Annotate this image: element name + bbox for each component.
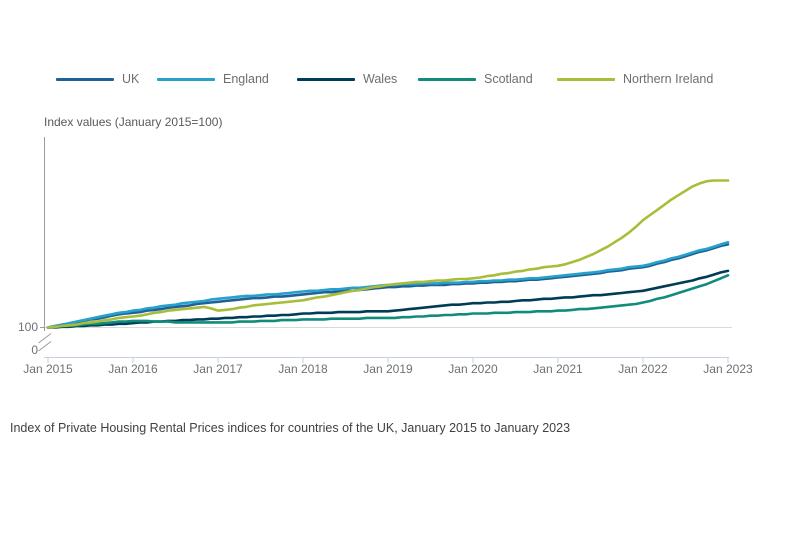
legend-item-scotland: Scotland — [418, 70, 533, 88]
y-tick-label-100: 100 — [17, 320, 38, 334]
axis-break-slash-1 — [38, 333, 52, 344]
x-tick-label: Jan 2021 — [533, 362, 583, 376]
series-lines — [46, 179, 730, 329]
chart-caption: Index of Private Housing Rental Prices i… — [10, 421, 571, 435]
legend-label-northern-ireland: Northern Ireland — [623, 72, 714, 86]
northern-ireland-line-swatch — [557, 77, 615, 81]
legend-item-uk: UK — [56, 70, 139, 88]
wales-line-swatch — [297, 77, 355, 81]
x-tick-label: Jan 2018 — [278, 362, 328, 376]
x-tick-label: Jan 2015 — [23, 362, 73, 376]
legend-label-uk: UK — [122, 72, 140, 86]
chart-legend: UK England Wales Scotland Northern Irela… — [0, 70, 800, 88]
england-line-swatch — [157, 77, 215, 81]
y-tick-label-0: 0 — [31, 343, 38, 357]
scotland-line-swatch — [418, 77, 476, 81]
uk-line-swatch — [56, 77, 114, 81]
x-tick-label: Jan 2022 — [618, 362, 668, 376]
x-tick-label: Jan 2020 — [448, 362, 498, 376]
x-axis-ticks — [47, 357, 729, 363]
x-tick-label: Jan 2023 — [703, 362, 753, 376]
x-tick-label: Jan 2016 — [108, 362, 158, 376]
series-line-scotland — [46, 273, 730, 329]
legend-label-england: England — [223, 72, 269, 86]
series-line-uk — [46, 243, 730, 329]
series-line-northern-ireland — [46, 179, 730, 329]
x-tick-label: Jan 2017 — [193, 362, 243, 376]
legend-item-wales: Wales — [297, 70, 397, 88]
x-tick-label: Jan 2019 — [363, 362, 413, 376]
axis-break-slash-2 — [38, 341, 52, 352]
legend-item-northern-ireland: Northern Ireland — [557, 70, 713, 88]
y-axis-title: Index values (January 2015=100) — [44, 115, 223, 129]
legend-label-wales: Wales — [363, 72, 398, 86]
legend-label-scotland: Scotland — [484, 72, 533, 86]
legend-item-england: England — [157, 70, 269, 88]
